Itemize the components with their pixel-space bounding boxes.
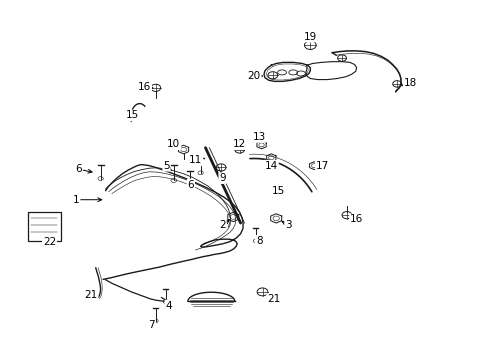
Text: 5: 5 [163, 161, 169, 171]
Text: 4: 4 [165, 301, 172, 311]
Text: 3: 3 [285, 220, 291, 230]
Text: 15: 15 [271, 186, 285, 196]
Text: 2: 2 [219, 220, 225, 230]
Text: 12: 12 [232, 139, 246, 149]
Text: 14: 14 [264, 161, 277, 171]
Text: 19: 19 [303, 32, 316, 41]
Text: 1: 1 [73, 195, 80, 205]
Text: 16: 16 [349, 215, 363, 224]
Text: 17: 17 [315, 161, 328, 171]
Text: 10: 10 [167, 139, 180, 149]
Text: 15: 15 [125, 111, 139, 121]
Text: 13: 13 [252, 132, 265, 142]
Text: 21: 21 [266, 294, 280, 304]
Text: 11: 11 [189, 155, 202, 165]
Text: 9: 9 [219, 173, 225, 183]
Text: 8: 8 [255, 236, 262, 246]
Text: 16: 16 [138, 82, 151, 92]
Text: 18: 18 [403, 78, 416, 88]
Text: 21: 21 [84, 291, 97, 301]
Text: 6: 6 [187, 180, 194, 190]
Text: 6: 6 [75, 164, 82, 174]
Text: 20: 20 [247, 71, 260, 81]
Text: 22: 22 [43, 237, 56, 247]
Text: 7: 7 [148, 320, 155, 329]
Bar [27, 212, 61, 241]
